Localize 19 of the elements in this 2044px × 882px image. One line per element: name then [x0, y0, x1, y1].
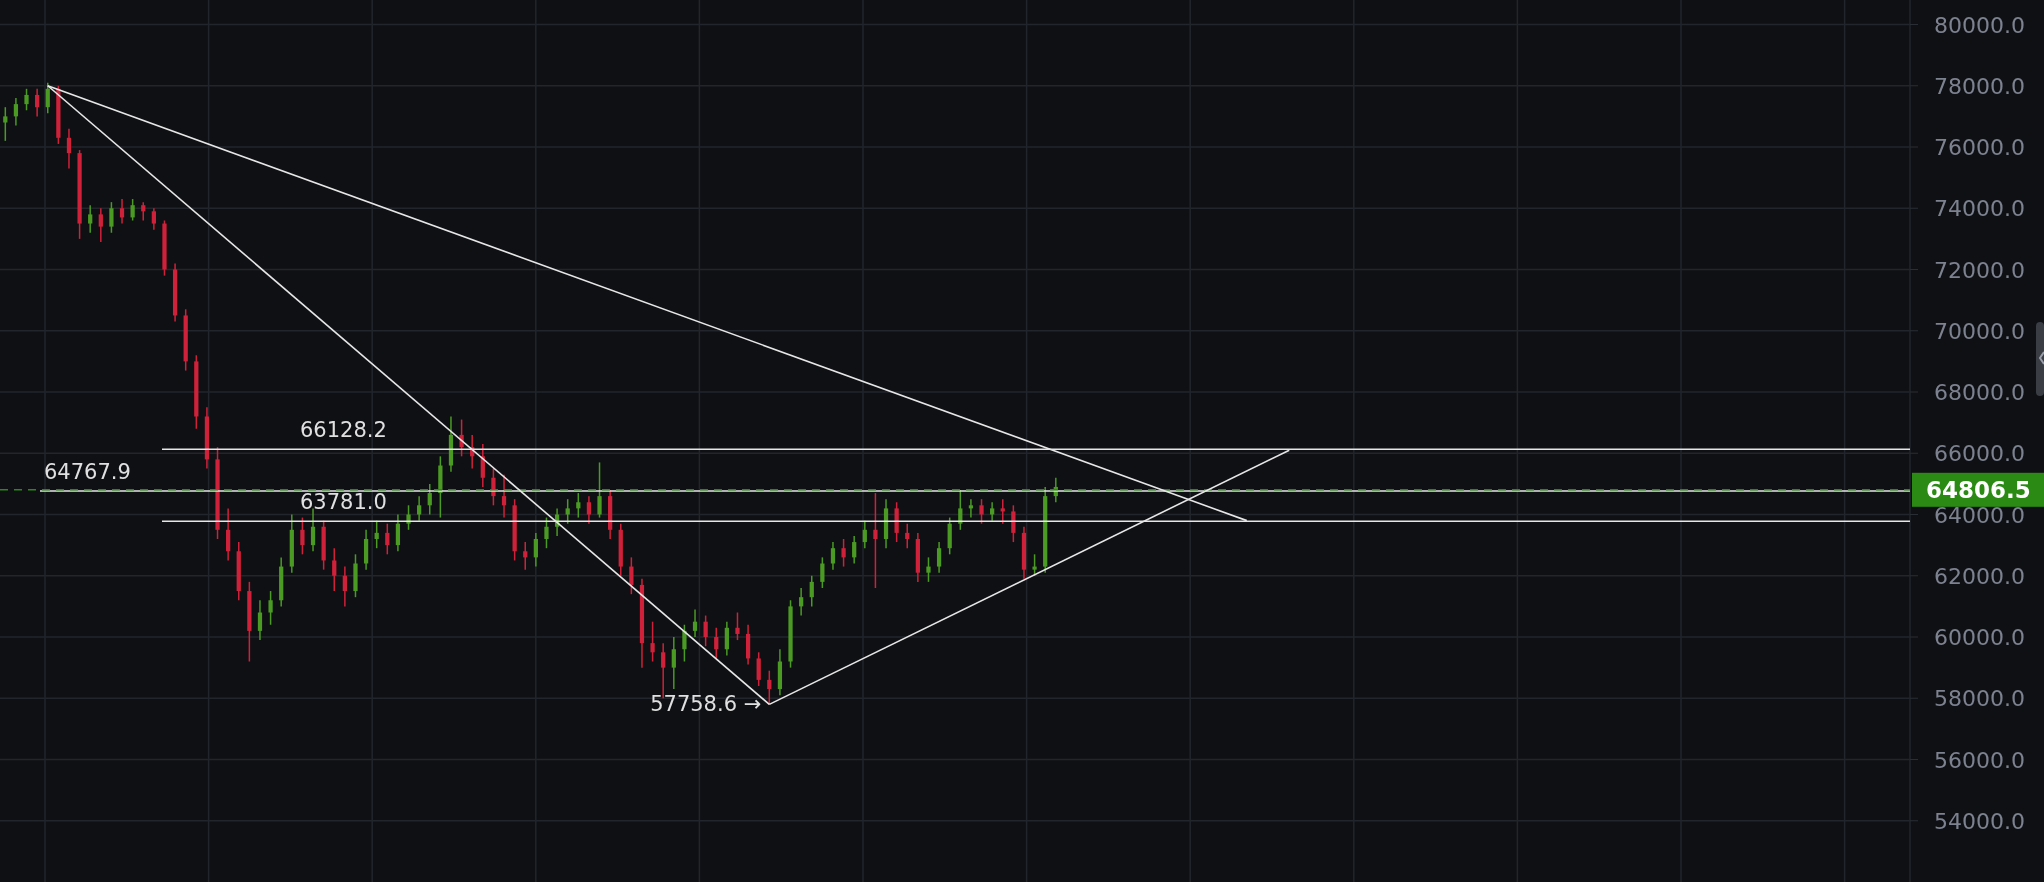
ref-line-label: 66128.2	[300, 418, 387, 443]
ref-line-label: 63781.0	[300, 490, 387, 515]
y-tick-label: 54000.0	[1934, 808, 2025, 834]
y-tick-label: 56000.0	[1934, 747, 2025, 773]
y-tick-label: 66000.0	[1934, 441, 2025, 467]
y-tick-label: 68000.0	[1934, 380, 2025, 405]
y-tick-label: 70000.0	[1934, 318, 2025, 344]
y-tick-label: 58000.0	[1934, 686, 2025, 712]
y-tick-label: 62000.0	[1934, 563, 2025, 589]
y-tick-label: 80000.0	[1934, 12, 2025, 38]
y-tick-label: 64000.0	[1934, 502, 2025, 528]
y-tick-label: 60000.0	[1934, 625, 2025, 650]
ref-line-label: 64806.5	[1926, 476, 2031, 503]
annotation: 57758.6 →	[650, 692, 762, 717]
y-tick-label: 74000.0	[1934, 196, 2025, 222]
ref-line-label: 64767.9	[44, 459, 131, 484]
y-tick-label: 72000.0	[1934, 257, 2025, 283]
y-tick-label: 78000.0	[1934, 73, 2025, 99]
y-tick-label: 76000.0	[1934, 135, 2025, 160]
